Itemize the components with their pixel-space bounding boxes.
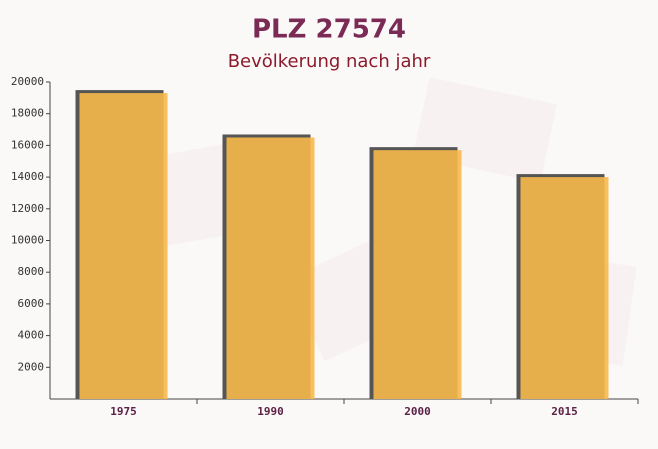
chart-title: PLZ 27574: [252, 15, 406, 45]
bar: [79, 93, 168, 399]
x-tick-label: 2015: [551, 405, 578, 418]
bar: [520, 177, 609, 399]
y-tick-label: 16000: [11, 138, 44, 151]
y-tick-label: 6000: [18, 297, 45, 310]
y-tick-label: 10000: [11, 234, 44, 247]
y-tick-label: 2000: [18, 360, 45, 373]
y-tick-label: 12000: [11, 202, 44, 215]
x-tick-label: 1990: [257, 405, 284, 418]
bar: [226, 137, 315, 399]
x-tick-label: 1975: [110, 405, 137, 418]
x-tick-label: 2000: [404, 405, 431, 418]
y-tick-label: 18000: [11, 107, 44, 120]
bar: [373, 150, 462, 399]
chart-subtitle: Bevölkerung nach jahr: [228, 51, 431, 72]
y-tick-label: 14000: [11, 170, 44, 183]
y-tick-label: 4000: [18, 329, 45, 342]
y-tick-label: 20000: [11, 75, 44, 88]
y-tick-label: 8000: [18, 265, 45, 278]
